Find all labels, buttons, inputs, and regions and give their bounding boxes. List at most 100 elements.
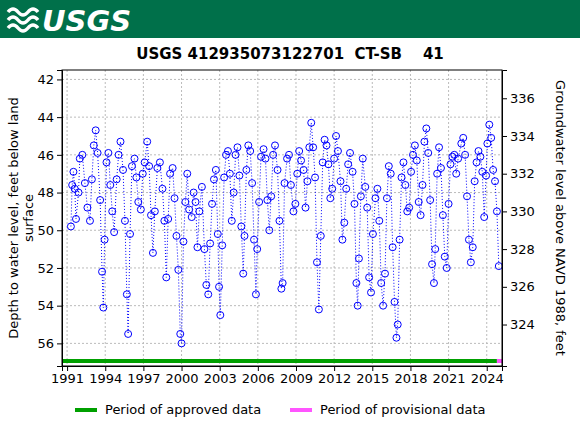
tick-label: 326 [510,279,535,294]
data-point [97,197,104,204]
data-point [135,198,142,205]
data-point [177,330,184,337]
tick-label: 1994 [89,371,122,386]
data-point [144,138,151,145]
data-point [430,280,437,287]
data-point [408,168,415,175]
axis-line [503,71,508,367]
grid-line-x [295,70,296,366]
data-point [329,185,336,192]
data-point [70,168,77,175]
tick-mark [57,343,62,344]
data-point [260,146,267,153]
data-point [169,165,176,172]
data-point [492,178,499,185]
tick-mark [502,325,507,326]
grid-line-x [448,70,449,366]
grid-line-y [62,79,502,80]
data-point [351,200,358,207]
data-point [355,255,362,262]
data-point [479,168,486,175]
data-point [437,165,444,172]
data-point [192,198,199,205]
tick-label: 336 [510,91,535,106]
data-point [141,159,148,166]
tick: 52 [37,261,62,276]
data-point [67,223,74,230]
data-point [270,151,277,158]
tick-label: 50 [37,223,54,238]
data-point [334,148,341,155]
data-point [398,174,405,181]
data-point [86,217,93,224]
tick: 2021 [433,366,466,386]
tick-label: 2021 [433,371,466,386]
data-point [79,151,86,158]
tick: 46 [37,148,62,163]
data-point [180,238,187,245]
tick-label: 52 [37,261,54,276]
data-point [396,236,403,243]
data-point [327,195,334,202]
grid-line-y [62,343,502,344]
tick-mark [57,79,62,80]
tick: 330 [502,204,535,219]
data-point [294,170,301,177]
data-point [490,166,497,173]
data-point [378,280,385,287]
data-point [345,161,352,168]
data-point [137,206,144,213]
data-point [343,185,350,192]
tick-mark [57,193,62,194]
data-point [99,268,106,275]
tick: 324 [502,317,535,332]
data-point [264,197,271,204]
data-point [315,306,322,313]
data-point [369,231,376,238]
data-point [483,172,490,179]
chart: USGSUSGS 412935073122701 CT-SB 411991199… [0,0,580,430]
data-point [427,197,434,204]
tick-label: 330 [510,204,535,219]
data-point [376,217,383,224]
data-point [125,330,132,337]
data-point [359,155,366,162]
data-point [366,274,373,281]
data-point [163,274,170,281]
data-point [75,189,82,196]
data-point [115,151,122,158]
data-point [262,155,269,162]
data-point [347,149,354,156]
data-point [94,149,101,156]
data-point [212,166,219,173]
tick: 2006 [242,366,275,386]
data-point [402,182,409,189]
data-point [488,134,495,141]
data-point [415,198,422,205]
tick-mark [57,306,62,307]
tick-label: 328 [510,242,535,257]
grid-line-y [62,117,502,118]
data-point [423,125,430,132]
data-point [228,217,235,224]
data-point [238,223,245,230]
data-point [139,170,146,177]
data-point [380,302,387,309]
title: USGS 412935073122701 CT-SB 41 [136,45,444,63]
data-point [100,304,107,311]
data-point [308,119,315,126]
tick: 326 [502,279,535,294]
data-point [148,212,155,219]
data-point [477,153,484,160]
data-point [201,246,208,253]
data-point [123,291,130,298]
data-point [109,208,116,215]
data-point [374,185,381,192]
tick: 2018 [394,366,427,386]
tick-label: 56 [37,336,54,351]
banner [0,0,580,38]
grid-line-x [410,70,411,366]
tick-label: 1991 [51,371,84,386]
y-axis-title-line: surface [21,194,36,242]
data-point [333,132,340,139]
